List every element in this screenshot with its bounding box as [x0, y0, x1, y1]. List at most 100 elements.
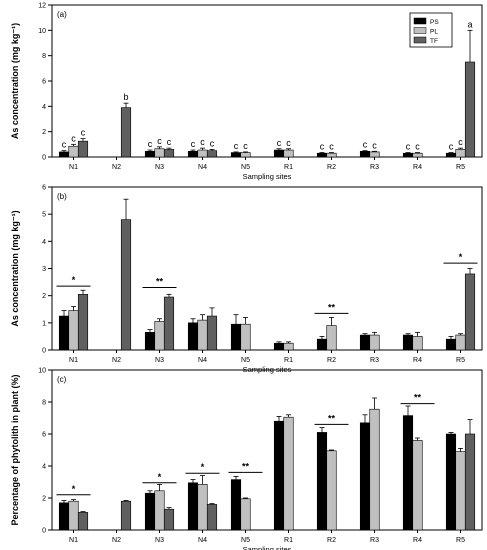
panel-label: (c) — [57, 375, 67, 384]
bar-PL — [412, 336, 423, 351]
significance-letter: c — [243, 141, 248, 151]
bar-TF — [120, 219, 132, 351]
significance-letter: c — [81, 128, 86, 138]
plot-frame — [51, 369, 483, 531]
significance-letter: c — [210, 138, 215, 148]
x-tick-label: N2 — [112, 357, 121, 364]
bar-PL — [455, 149, 466, 158]
y-axis-label: Percentage of phytolith in plant (%) — [10, 374, 20, 525]
y-tick-label: 0 — [42, 348, 46, 355]
bar-PS — [316, 338, 328, 351]
bar-TF — [206, 150, 218, 158]
bar-PL — [154, 148, 165, 158]
significance-letter: c — [458, 137, 463, 147]
bar-PL — [455, 451, 466, 531]
x-tick-label: R3 — [370, 357, 379, 364]
y-tick-label: 0 — [42, 528, 46, 535]
x-tick-label: R2 — [327, 164, 336, 171]
legend-label: TF — [430, 38, 438, 45]
x-tick-label: R5 — [456, 537, 465, 544]
x-tick-label: N5 — [241, 357, 250, 364]
x-tick-label: N1 — [69, 537, 78, 544]
bar-PL — [68, 500, 79, 531]
y-tick-label: 10 — [38, 368, 46, 375]
bar-TF — [464, 61, 476, 158]
bar-PL — [369, 408, 380, 531]
bar-PL — [154, 321, 165, 351]
bar-PL — [283, 149, 294, 158]
plot-frame — [51, 186, 483, 351]
significance-marker: * — [201, 462, 205, 472]
significance-letter: c — [406, 142, 411, 152]
bar-PL — [154, 490, 165, 531]
significance-letter: c — [234, 141, 239, 151]
x-tick-label: N3 — [155, 537, 164, 544]
y-tick-label: 1 — [42, 320, 46, 327]
bar-TF — [464, 273, 476, 351]
bar-PS — [144, 492, 156, 531]
significance-letter: c — [71, 133, 76, 143]
bar-PL — [197, 319, 208, 351]
legend-swatch-PS — [413, 17, 427, 25]
bar-PS — [58, 315, 70, 351]
significance-letter: c — [157, 136, 162, 146]
x-tick-label: N2 — [112, 164, 121, 171]
bar-PS — [316, 152, 328, 158]
x-tick-label: N5 — [241, 537, 250, 544]
bar-TF — [464, 433, 476, 531]
x-tick-label: R5 — [456, 357, 465, 364]
significance-letter: b — [123, 92, 128, 102]
y-tick-label: 2 — [42, 129, 46, 136]
bar-PL — [326, 325, 337, 351]
x-tick-label: N1 — [69, 164, 78, 171]
bar-PS — [187, 322, 199, 351]
y-axis-label: As concentration (mg kg⁻¹) — [10, 23, 20, 139]
bar-TF — [163, 149, 175, 158]
x-tick-label: R1 — [284, 537, 293, 544]
bar-TF — [120, 500, 132, 531]
x-tick-label: R4 — [413, 357, 422, 364]
bar-PL — [326, 450, 337, 531]
bar-PS — [187, 151, 199, 158]
significance-marker: * — [72, 275, 76, 285]
bar-PS — [402, 152, 414, 158]
y-tick-label: 5 — [42, 212, 46, 219]
bar-PS — [273, 342, 285, 351]
bar-PS — [316, 432, 328, 531]
bar-PL — [412, 152, 423, 158]
bar-PS — [230, 152, 242, 158]
y-tick-label: 6 — [42, 79, 46, 86]
chart-panel-1: 0 2 4 6 8 10 12 N1 N2 N3 N4 N5 R1 R2 R3 R4 R5 Sampling si… — [10, 3, 483, 181]
x-tick-label: R3 — [370, 164, 379, 171]
x-tick-label: N4 — [198, 357, 207, 364]
bar-PS — [144, 332, 156, 351]
significance-letter: c — [148, 139, 153, 149]
bar-PL — [240, 323, 251, 351]
legend-swatch-TF — [413, 36, 427, 44]
significance-marker: * — [158, 472, 162, 482]
bar-PS — [187, 482, 199, 531]
significance-letter: c — [363, 140, 368, 150]
bar-PS — [359, 422, 371, 531]
panel-label: (a) — [57, 10, 67, 19]
x-tick-label: N4 — [198, 164, 207, 171]
bar-TF — [120, 107, 132, 158]
y-tick-label: 0 — [42, 155, 46, 162]
x-tick-label: N3 — [155, 164, 164, 171]
y-tick-label: 8 — [42, 400, 46, 407]
significance-letter: c — [286, 138, 291, 148]
bar-TF — [77, 294, 89, 351]
y-tick-label: 6 — [42, 432, 46, 439]
y-tick-label: 4 — [42, 104, 46, 111]
bar-TF — [163, 296, 175, 351]
x-tick-label: R4 — [413, 164, 422, 171]
bar-PS — [58, 502, 70, 531]
bar-TF — [163, 508, 175, 531]
significance-letter: c — [62, 140, 67, 150]
bar-TF — [77, 512, 89, 531]
significance-marker: ** — [414, 393, 422, 403]
bar-PS — [359, 151, 371, 158]
significance-marker: ** — [156, 277, 164, 287]
x-axis-label: Sampling sites — [243, 545, 292, 550]
